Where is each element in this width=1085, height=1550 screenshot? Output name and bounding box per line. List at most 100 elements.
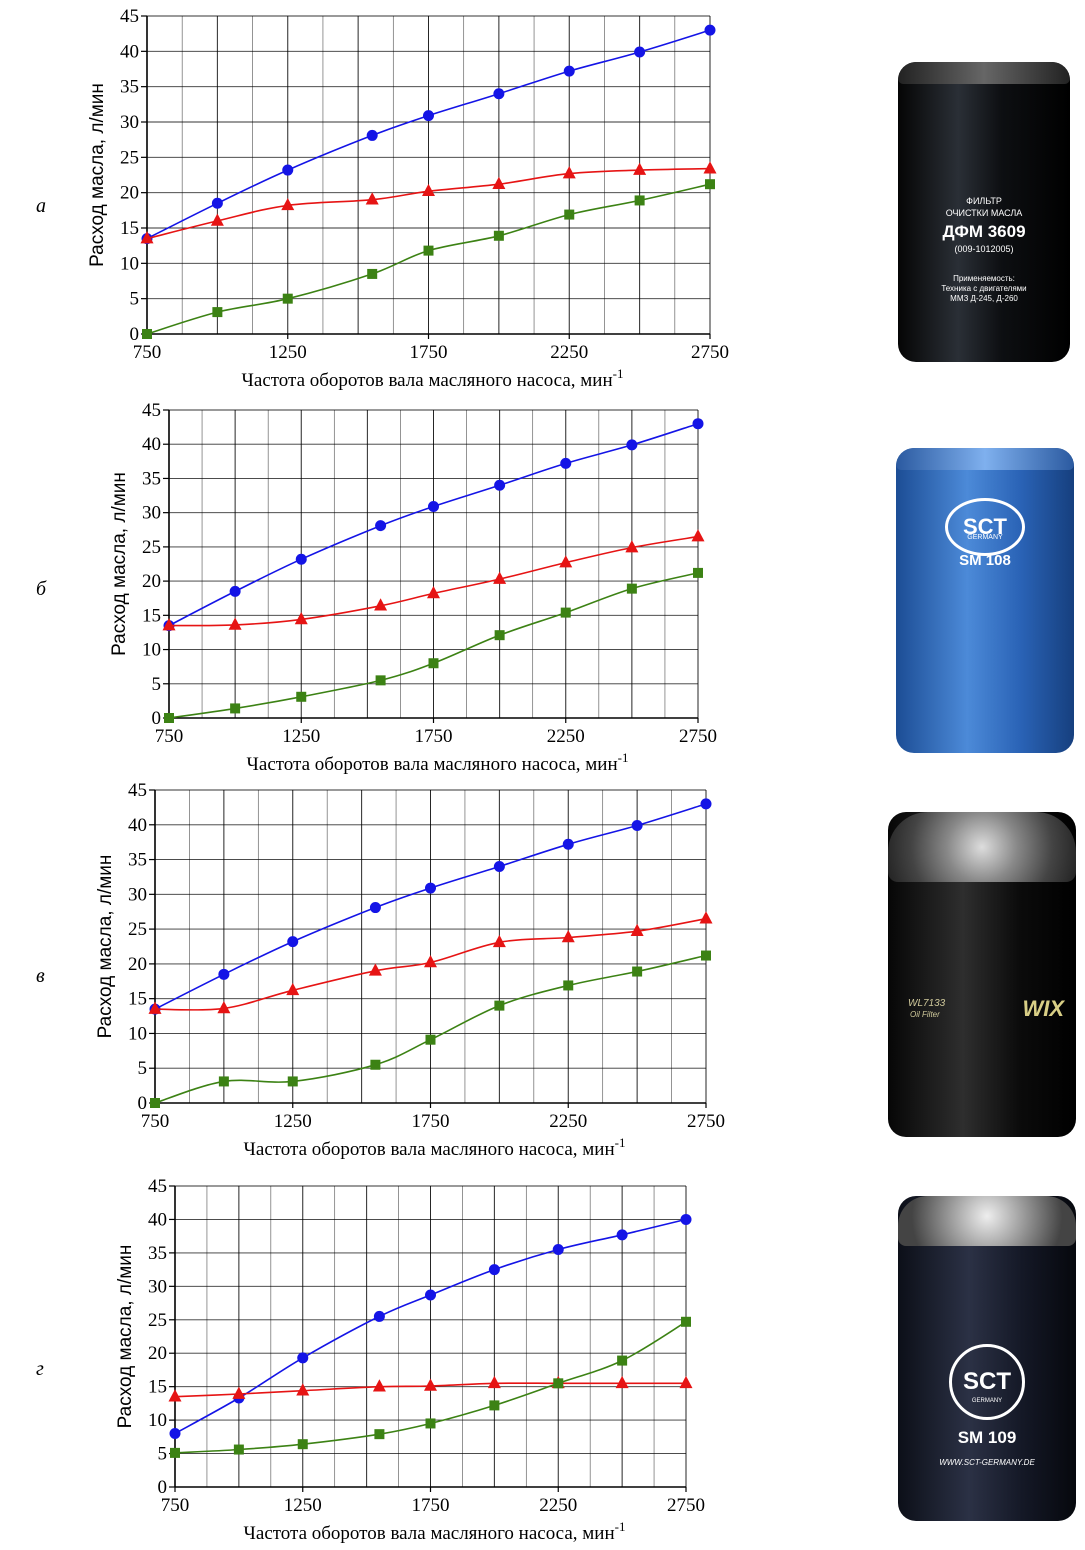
chart-a: 0 5 10 15 20 25 30 35 40 45 750 1250 1750 2250 2750 Час…: [87, 6, 729, 391]
data-point-circle: [375, 520, 387, 532]
x-tick-label: 2250: [547, 726, 585, 747]
data-point-circle: [169, 1427, 181, 1439]
filter-cap: [888, 812, 1076, 882]
data-point-circle: [295, 553, 307, 565]
y-tick-label: 45: [148, 1176, 167, 1197]
y-tick-label: 0: [138, 1093, 148, 1114]
x-tick-label: 1750: [412, 1495, 450, 1516]
y-tick-label: 5: [130, 289, 140, 310]
data-point-triangle: [232, 1386, 246, 1399]
data-point-square: [296, 691, 307, 702]
y-tick-label: 15: [128, 989, 147, 1010]
data-point-triangle: [210, 213, 224, 226]
data-point-circle: [211, 197, 223, 209]
brand-sub: GERMANY: [967, 534, 1003, 541]
data-point-triangle: [294, 612, 308, 625]
data-point-triangle: [492, 934, 506, 948]
data-point-circle: [562, 838, 574, 850]
chart-b: 0 5 10 15 20 25 30 35 40 45 750 1250 1750 2250 2750 Час…: [109, 400, 717, 775]
filter-model: SM 108: [959, 552, 1011, 569]
data-point-triangle: [424, 955, 437, 968]
data-point-circle: [287, 936, 299, 948]
data-point-circle: [692, 418, 704, 430]
y-tick-label: 40: [148, 1209, 167, 1230]
data-point-triangle: [633, 162, 647, 175]
y-tick-label: 0: [158, 1477, 168, 1498]
y-tick-label: 15: [148, 1377, 167, 1398]
data-point-circle: [493, 88, 505, 100]
data-point-square: [563, 980, 574, 991]
x-axis-label-text: Частота оборотов вала масляного насоса, …: [242, 370, 613, 391]
data-point-square: [218, 1076, 229, 1087]
data-point-triangle: [422, 183, 435, 197]
filter-model-sub: Oil Filter: [910, 1010, 940, 1019]
x-axis-label-superscript: -1: [613, 366, 624, 381]
filter-photo-sct-sm108: SCT GERMANY SM 108: [896, 448, 1074, 753]
y-tick-label: 10: [142, 640, 161, 661]
data-point-circle: [616, 1229, 628, 1241]
filter-cap: [898, 1196, 1076, 1246]
y-tick-label: 0: [152, 708, 162, 729]
y-tick-label: 25: [148, 1310, 167, 1331]
data-point-triangle: [168, 1389, 182, 1402]
data-point-circle: [369, 902, 381, 914]
x-tick-label: 1250: [269, 342, 307, 363]
y-tick-label: 5: [158, 1444, 168, 1465]
y-tick-label: 10: [128, 1023, 147, 1044]
data-point-circle: [494, 479, 506, 491]
panel-letter-b: б: [36, 578, 47, 600]
y-tick-label: 30: [148, 1276, 167, 1297]
x-axis-label: Частота оборотов вала масляного насоса, …: [242, 366, 624, 391]
x-tick-label: 1250: [282, 726, 320, 747]
data-point-triangle: [561, 930, 575, 943]
brand-text: SCT: [963, 514, 1007, 539]
data-point-circle: [493, 861, 505, 873]
data-point-square: [564, 209, 575, 220]
data-point-square: [282, 293, 293, 304]
data-point-square: [701, 950, 711, 961]
y-tick-label: 35: [128, 850, 147, 871]
y-tick-label: 0: [130, 324, 140, 345]
data-point-square: [374, 1429, 385, 1440]
data-point-triangle: [492, 176, 506, 189]
y-tick-label: 35: [142, 468, 161, 489]
filter-model: ДФМ 3609: [942, 222, 1026, 241]
data-point-circle: [704, 24, 716, 36]
y-tick-label: 15: [142, 605, 161, 626]
data-point-circle: [634, 46, 646, 58]
y-tick-label: 20: [148, 1343, 167, 1364]
data-point-triangle: [487, 1375, 501, 1389]
data-point-circle: [560, 457, 572, 469]
x-axis-label-superscript: -1: [615, 1519, 626, 1534]
panel-letter-v: в: [36, 965, 45, 987]
y-tick-label: 10: [148, 1410, 167, 1431]
sct-logo: SCT: [949, 1344, 1025, 1420]
data-point-circle: [218, 968, 230, 980]
y-tick-label: 20: [128, 954, 147, 975]
data-point-square: [212, 307, 223, 318]
data-point-triangle: [424, 1378, 437, 1391]
data-point-triangle: [427, 585, 440, 599]
data-point-square: [494, 1000, 505, 1011]
data-point-circle: [700, 798, 712, 810]
y-tick-label: 30: [142, 503, 161, 524]
y-tick-label: 45: [142, 400, 161, 421]
data-point-square: [428, 658, 439, 669]
data-point-square: [367, 268, 378, 279]
data-point-triangle: [228, 617, 242, 630]
data-point-square: [164, 713, 174, 723]
data-point-square: [370, 1059, 381, 1070]
x-tick-label: 2250: [550, 342, 588, 363]
data-point-triangle: [162, 618, 176, 631]
x-axis-label-superscript: -1: [615, 1135, 626, 1150]
filter-label-line: ФИЛЬТР: [966, 196, 1002, 206]
data-point-triangle: [493, 571, 507, 584]
y-tick-label: 25: [128, 919, 147, 940]
data-point-circle: [425, 1289, 436, 1301]
data-point-circle: [423, 110, 434, 122]
y-axis-label: Расход масла, л/мин: [87, 83, 108, 267]
filter-cap: [898, 62, 1070, 84]
data-point-triangle: [625, 540, 639, 553]
panel-letter-g: г: [36, 1358, 44, 1380]
data-point-square: [489, 1400, 500, 1411]
